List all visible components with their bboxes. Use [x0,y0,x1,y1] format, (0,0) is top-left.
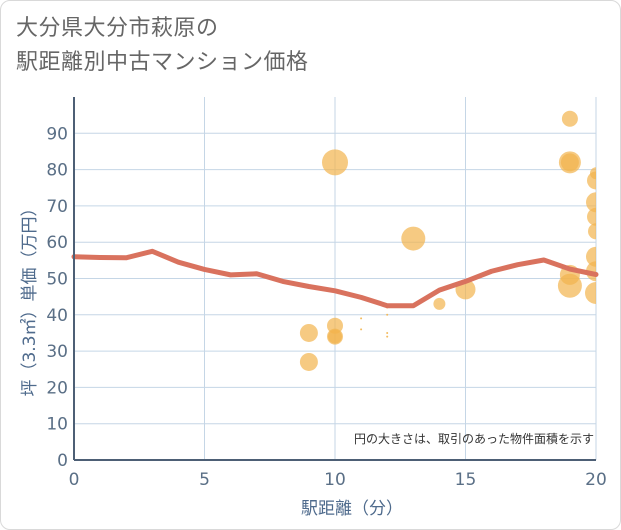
data-bubble [386,331,389,334]
x-tick-label: 5 [199,470,210,490]
data-bubble [588,223,596,240]
data-bubble [587,207,596,226]
data-bubble [587,171,596,190]
data-bubble [360,328,363,331]
data-bubble [433,297,446,310]
data-bubble [557,273,582,298]
y-tick-label: 90 [46,124,68,144]
data-bubble [586,192,596,213]
bubble-series [299,110,596,371]
y-tick-label: 30 [46,342,68,362]
tick-labels: 0 5 10 15 20 0 10 20 30 40 50 60 70 80 90 [46,124,606,490]
data-bubble [560,153,579,172]
y-tick-label: 40 [46,306,68,326]
data-bubble [328,329,342,344]
y-tick-label: 80 [46,161,68,181]
x-tick-label: 15 [455,470,477,490]
y-axis-label: 坪（3.3㎡）単価（万円） [20,199,40,396]
data-bubble [585,282,596,305]
data-bubble [401,226,426,251]
y-tick-label: 0 [57,451,68,471]
data-bubble [299,352,318,371]
y-tick-label: 10 [46,415,68,435]
chart-title: 大分県大分市萩原の 駅距離別中古マンション価格 [16,12,309,80]
chart-title-line-1: 大分県大分市萩原の [16,16,219,41]
data-bubble [561,110,578,127]
y-tick-label: 60 [46,233,68,253]
size-legend-note: 円の大きさは、取引のあった物件面積を示す [354,431,594,446]
data-bubble [386,313,389,316]
y-tick-label: 20 [46,378,68,398]
y-tick-label: 50 [46,270,68,290]
data-bubble [299,323,318,342]
chart-title-line-2: 駅距離別中古マンション価格 [16,50,309,75]
x-axis-label: 駅距離（分） [301,499,403,519]
axes [73,97,596,461]
trend-line [71,248,599,309]
x-tick-label: 10 [324,470,346,490]
x-tick-label: 20 [585,470,607,490]
y-tick-label: 70 [46,197,68,217]
data-bubble [360,317,363,320]
data-bubble [386,335,389,338]
data-bubble [322,149,348,176]
trend-series [71,248,599,309]
x-tick-label: 0 [69,470,80,490]
